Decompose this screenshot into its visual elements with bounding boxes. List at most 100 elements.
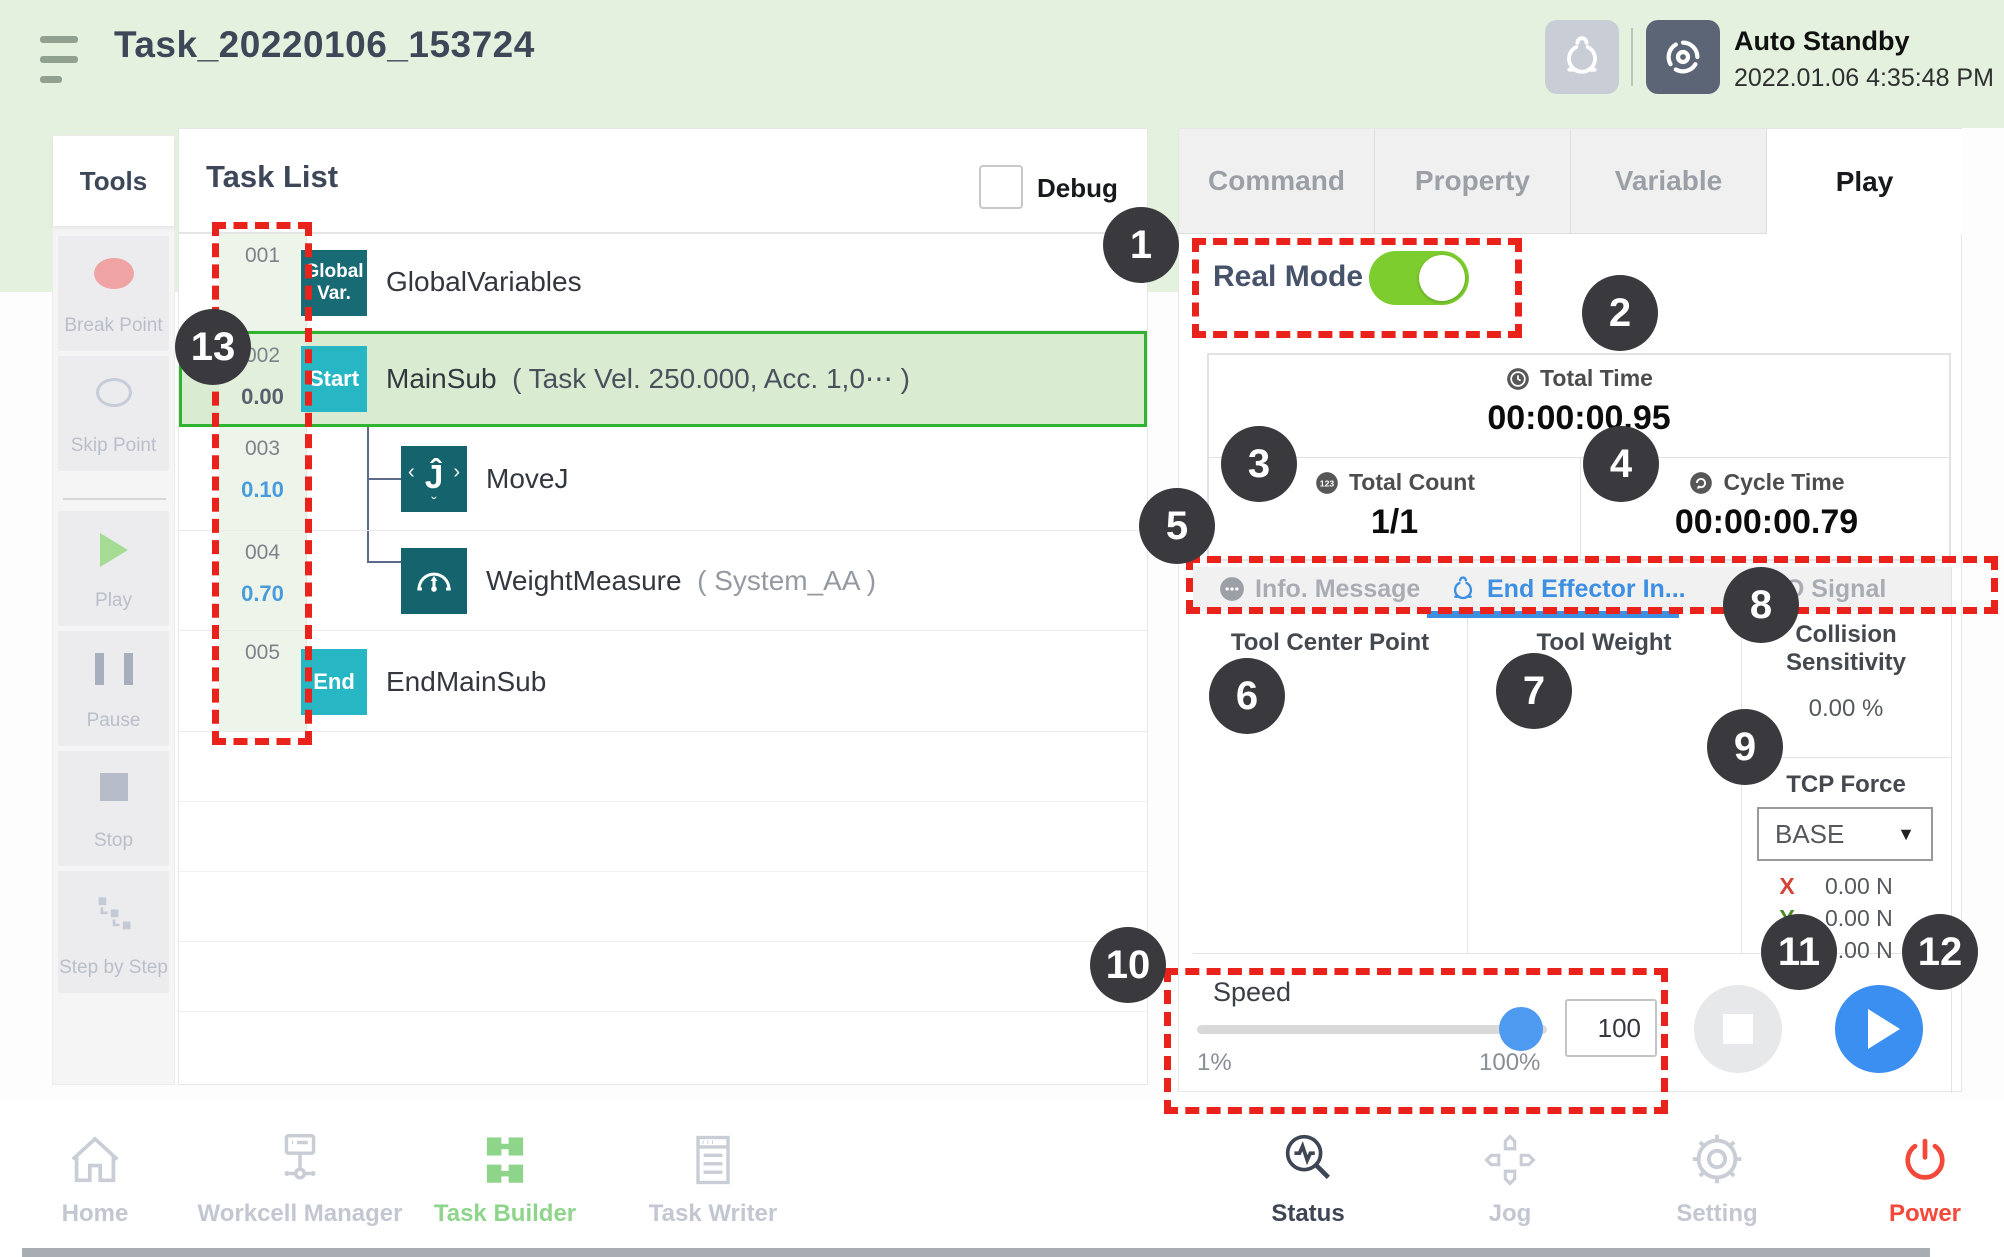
callout-badge-9: 9 (1707, 709, 1783, 785)
skip-point-icon (58, 378, 169, 407)
task-row-weightmeasure[interactable]: 004 0.70 WeightMeasure ( System_AA ) (179, 531, 1147, 631)
callout-badge-7: 7 (1496, 653, 1572, 729)
empty-row-divider (179, 941, 1147, 942)
ellipsis-bubble-icon (1220, 577, 1244, 601)
gripper-icon (1453, 576, 1473, 600)
collision-cell-border (1741, 757, 1951, 758)
step-by-step-button[interactable]: Step by Step (58, 871, 169, 993)
tab-variable[interactable]: Variable (1571, 129, 1767, 234)
tab-command[interactable]: Command (1179, 129, 1375, 234)
task-row-movej[interactable]: 003 0.10 ‹ Ĵ › ˇ MoveJ (179, 427, 1147, 531)
task-row-label: MainSub ( Task Vel. 250.000, Acc. 1,0⋯ ) (386, 363, 910, 394)
callout-badge-10: 10 (1090, 927, 1166, 1003)
force-x-value: 0.00 N (1825, 873, 1893, 899)
collision-sensitivity-title: Collision Sensitivity (1785, 621, 1907, 676)
subtab-info-message[interactable]: Info. Message (1219, 567, 1420, 611)
callout-badge-2: 2 (1582, 275, 1658, 351)
tab-play[interactable]: Play (1767, 129, 1962, 234)
axis-x-label: X (1779, 873, 1795, 899)
nav-task-builder[interactable]: Task Builder (395, 1100, 615, 1250)
total-count-header: 123 Total Count (1209, 469, 1580, 496)
nav-jog[interactable]: Jog (1400, 1100, 1620, 1250)
subtab-end-effector[interactable]: End Effector In... (1449, 567, 1686, 611)
callout-badge-5: 5 (1139, 488, 1215, 564)
tree-connector-branch (367, 478, 401, 480)
nav-status[interactable]: Status (1198, 1100, 1418, 1250)
stop-playback-button[interactable] (1694, 985, 1782, 1073)
content-bottom-border (1193, 953, 1951, 954)
speed-min-label: 1% (1197, 1049, 1232, 1076)
pause-tool-icon (58, 653, 169, 685)
robot-status-label: Auto Standby (1734, 26, 1910, 56)
collision-sensitivity-value: 0.00 % (1808, 695, 1884, 722)
stop-tool-button[interactable]: Stop (58, 751, 169, 866)
tcp-force-frame-select[interactable]: BASE ▼ (1757, 807, 1933, 861)
chevron-down-icon: ▼ (1897, 823, 1915, 844)
nav-power[interactable]: Power (1815, 1100, 2004, 1250)
speed-slider-knob[interactable] (1499, 1007, 1543, 1051)
debug-checkbox[interactable] (979, 165, 1023, 209)
task-row-label: GlobalVariables (386, 266, 582, 297)
debug-label: Debug (1037, 173, 1118, 203)
speed-value-input[interactable]: 100 (1565, 999, 1657, 1057)
play-icon (1868, 1009, 1900, 1049)
task-list-title: Task List (206, 159, 339, 194)
datetime-label: 2022.01.06 4:35:48 PM (1734, 64, 1994, 92)
hamburger-bar (40, 36, 78, 43)
task-row-endmainsub[interactable]: 005 End EndMainSub (179, 631, 1147, 732)
bottom-scrollbar[interactable] (22, 1248, 1930, 1257)
task-row-params: ( System_AA ) (697, 565, 877, 596)
global-var-icon: Global Var. (301, 250, 367, 316)
tab-property[interactable]: Property (1375, 129, 1571, 234)
message-subtab-bar: Info. Message End Effector In... ↑↓ I/O … (1193, 567, 1951, 611)
callout-rect-task-numbers (212, 222, 312, 745)
column-divider (1467, 618, 1468, 953)
tcp-force-title: TCP Force (1786, 771, 1906, 798)
cycle-time-value: 00:00:00.79 (1674, 503, 1859, 541)
tools-panel: Tools Break Point Skip Point Play Pause … (52, 135, 175, 1085)
break-point-icon (58, 258, 169, 289)
row-number-cell: 005 (219, 631, 307, 731)
real-mode-toggle[interactable] (1369, 251, 1469, 305)
skip-point-button[interactable]: Skip Point (58, 356, 169, 471)
stats-divider-v (1580, 457, 1581, 559)
speed-slider-track[interactable] (1197, 1025, 1547, 1034)
end-effector-header-button[interactable] (1545, 20, 1619, 94)
svg-text:123: 123 (1320, 478, 1335, 488)
play-tool-icon (58, 533, 169, 567)
column-divider (1741, 618, 1742, 953)
real-mode-label: Real Mode (1213, 260, 1364, 293)
play-playback-button[interactable] (1835, 985, 1923, 1073)
robot-mode-button[interactable] (1646, 20, 1720, 94)
stop-tool-icon (58, 773, 169, 801)
nav-task-writer[interactable]: Task Writer (603, 1100, 823, 1250)
panel-right-border (1951, 567, 1952, 1093)
play-stats-box: Total Time 00:00:00.95 123 Total Count 1… (1207, 353, 1951, 561)
stop-icon (1723, 1014, 1753, 1044)
pause-tool-button[interactable]: Pause (58, 631, 169, 746)
hamburger-bar (40, 76, 62, 83)
callout-rect-real-mode (1192, 238, 1522, 338)
callout-rect-speed (1164, 968, 1668, 1114)
task-row-globalvariables[interactable]: 001 Global Var. GlobalVariables (179, 234, 1147, 331)
cycle-time-header: Cycle Time (1580, 469, 1953, 496)
hamburger-bar (40, 56, 78, 63)
play-tool-button[interactable]: Play (58, 511, 169, 626)
movej-icon: ‹ Ĵ › ˇ (401, 446, 467, 513)
break-point-button[interactable]: Break Point (58, 236, 169, 351)
status-icon (1277, 1114, 1339, 1190)
nav-setting[interactable]: Setting (1607, 1100, 1827, 1250)
callout-badge-8: 8 (1723, 567, 1799, 643)
hamburger-menu-button[interactable] (40, 34, 96, 90)
clock-icon (1507, 367, 1529, 390)
task-row-mainsub-selected[interactable]: 002 0.00 Start MainSub ( Task Vel. 250.0… (179, 331, 1147, 427)
row-number-cell: 001 (219, 234, 307, 330)
nav-workcell-manager[interactable]: Workcell Manager (190, 1100, 410, 1250)
task-writer-icon (683, 1114, 743, 1190)
nav-home[interactable]: Home (0, 1100, 205, 1250)
callout-badge-13: 13 (175, 309, 251, 385)
bottom-navigation: Home Workcell Manager Task Builder (0, 1100, 2004, 1257)
force-y-value: 0.00 N (1825, 905, 1893, 931)
end-icon: End (301, 649, 367, 715)
weight-measure-icon (401, 548, 467, 614)
